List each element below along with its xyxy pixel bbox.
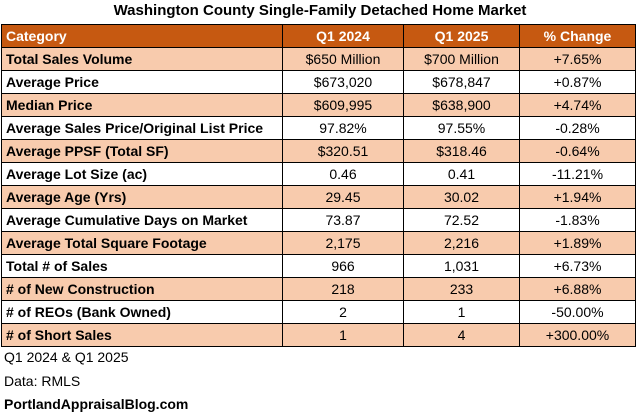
- cell: $320.51: [282, 139, 404, 163]
- cell: 233: [403, 277, 520, 301]
- table-row: Total Sales Volume $650 Million $700 Milli…: [1, 47, 636, 71]
- cell: 29.45: [282, 185, 404, 209]
- row-label: Average Lot Size (ac): [1, 162, 283, 186]
- table-row: Average Cumulative Days on Market 73.87 72…: [1, 208, 636, 232]
- row-label: Median Price: [1, 93, 283, 117]
- table-row: Average Lot Size (ac) 0.46 0.41 -11.21%: [1, 162, 636, 186]
- cell: +300.00%: [519, 323, 636, 347]
- row-label: Total # of Sales: [1, 254, 283, 278]
- cell: 2,216: [403, 231, 520, 255]
- cell: 966: [282, 254, 404, 278]
- period-note: Q1 2024 & Q1 2025: [4, 349, 129, 365]
- cell: -50.00%: [519, 300, 636, 324]
- cell: 1: [282, 323, 404, 347]
- cell: 0.41: [403, 162, 520, 186]
- row-label: Average Price: [1, 70, 283, 94]
- cell: 73.87: [282, 208, 404, 232]
- table-row: # of REOs (Bank Owned) 2 1 -50.00%: [1, 300, 636, 324]
- cell: 218: [282, 277, 404, 301]
- table-row: Average Age (Yrs) 29.45 30.02 +1.94%: [1, 185, 636, 209]
- row-label: Total Sales Volume: [1, 47, 283, 71]
- table-row: Average Sales Price/Original List Price 9…: [1, 116, 636, 140]
- cell: $700 Million: [403, 47, 520, 71]
- cell: 1,031: [403, 254, 520, 278]
- cell: +4.74%: [519, 93, 636, 117]
- table-row: Average Price $673,020 $678,847 +0.87%: [1, 70, 636, 94]
- cell: -0.64%: [519, 139, 636, 163]
- cell: +7.65%: [519, 47, 636, 71]
- cell: % Change: [519, 24, 636, 48]
- cell: 30.02: [403, 185, 520, 209]
- cell: $609,995: [282, 93, 404, 117]
- table-row: Total # of Sales 966 1,031 +6.73%: [1, 254, 636, 278]
- cell: 4: [403, 323, 520, 347]
- table-row: Average Total Square Footage 2,175 2,216 +1…: [1, 231, 636, 255]
- title: Washington County Single-Family Detached…: [113, 2, 527, 19]
- table-row: Average PPSF (Total SF) $320.51 $318.46 -0.…: [1, 139, 636, 163]
- source-note: Data: RMLS: [4, 373, 81, 389]
- cell: 72.52: [403, 208, 520, 232]
- table-row: # of New Construction 218 233 +6.88%: [1, 277, 636, 301]
- cell: +6.73%: [519, 254, 636, 278]
- table-row: Category Q1 2024 Q1 2025% Change: [1, 24, 636, 48]
- cell: +6.88%: [519, 277, 636, 301]
- table-row: # of Short Sales 1 4 +300.00%: [1, 323, 636, 347]
- cell: -0.28%: [519, 116, 636, 140]
- cell: 97.55%: [403, 116, 520, 140]
- row-label: Average Age (Yrs): [1, 185, 283, 209]
- cell: $678,847: [403, 70, 520, 94]
- cell: Q1 2025: [403, 24, 520, 48]
- row-label: Average Cumulative Days on Market: [1, 208, 283, 232]
- site-note: PortlandAppraisalBlog.com: [4, 396, 189, 412]
- cell: 2: [282, 300, 404, 324]
- market-table: Category Q1 2024 Q1 2025% Change Total Sale…: [1, 24, 636, 347]
- cell: $318.46: [403, 139, 520, 163]
- cell: $638,900: [403, 93, 520, 117]
- cell: -1.83%: [519, 208, 636, 232]
- cell: $650 Million: [282, 47, 404, 71]
- row-label: # of New Construction: [1, 277, 283, 301]
- row-label: # of Short Sales: [1, 323, 283, 347]
- cell: +1.89%: [519, 231, 636, 255]
- row-label: # of REOs (Bank Owned): [1, 300, 283, 324]
- cell: 1: [403, 300, 520, 324]
- cell: -11.21%: [519, 162, 636, 186]
- cell: $673,020: [282, 70, 404, 94]
- cell: 2,175: [282, 231, 404, 255]
- cell: +0.87%: [519, 70, 636, 94]
- row-label: Category: [1, 24, 283, 48]
- row-label: Average Sales Price/Original List Price: [1, 116, 283, 140]
- cell: 97.82%: [282, 116, 404, 140]
- row-label: Average Total Square Footage: [1, 231, 283, 255]
- cell: Q1 2024: [282, 24, 404, 48]
- cell: +1.94%: [519, 185, 636, 209]
- table-row: Median Price $609,995 $638,900 +4.74%: [1, 93, 636, 117]
- cell: 0.46: [282, 162, 404, 186]
- row-label: Average PPSF (Total SF): [1, 139, 283, 163]
